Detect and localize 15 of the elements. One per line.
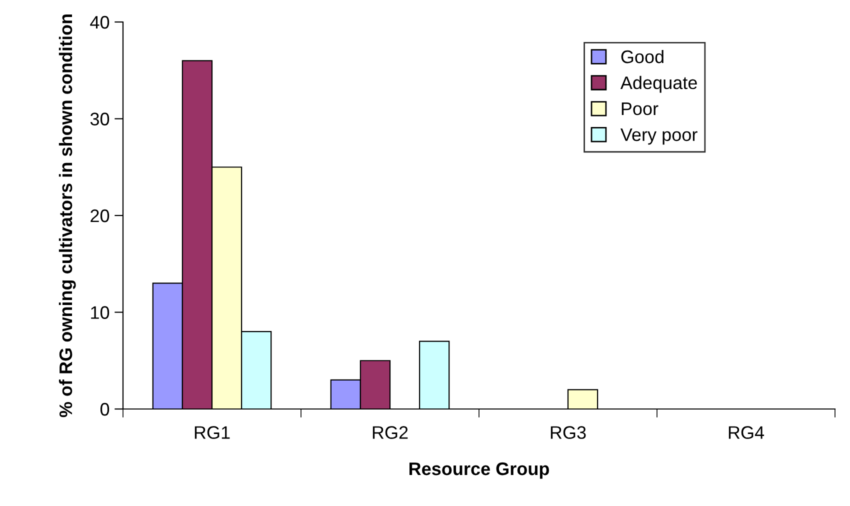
y-tick-label: 30 (90, 112, 110, 126)
x-tick-label: RG4 (728, 426, 764, 439)
legend-label: Very poor (620, 128, 698, 145)
legend-label: Good (621, 50, 664, 64)
legend-label: Adequate (620, 76, 697, 93)
x-tick-label: RG3 (550, 426, 586, 439)
y-tick-label: 20 (90, 209, 110, 222)
x-tick-label: RG2 (372, 426, 408, 439)
y-tick-label: 40 (90, 16, 110, 29)
y-axis-title: % of RG owning cultivators in shown condition (58, 14, 76, 418)
x-axis-title: Resource Group (409, 462, 549, 479)
y-tick-label: 0 (100, 402, 110, 416)
legend-label: Poor (622, 102, 658, 116)
x-tick-label: RG1 (194, 426, 230, 439)
y-tick-label: 10 (91, 306, 110, 319)
